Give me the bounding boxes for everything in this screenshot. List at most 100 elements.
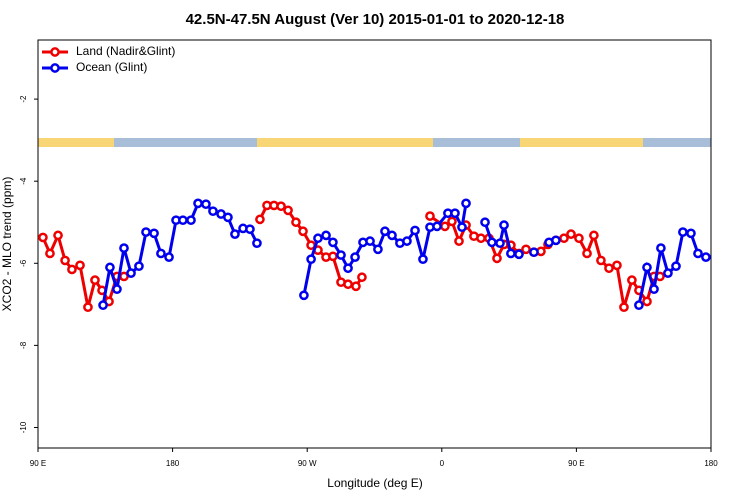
point <box>663 268 673 278</box>
point <box>60 255 70 266</box>
point <box>410 225 420 236</box>
x-tick-label: 180 <box>166 459 180 468</box>
point <box>255 214 265 225</box>
point <box>678 227 688 237</box>
y-tick-label: -2 <box>19 95 28 103</box>
point <box>313 233 323 244</box>
x-tick-label: 90 W <box>298 459 317 468</box>
point <box>298 226 308 237</box>
x-tick-label: 90 E <box>568 459 584 468</box>
point <box>402 236 412 246</box>
point <box>53 230 63 241</box>
point <box>551 235 561 246</box>
point <box>223 212 233 223</box>
point <box>75 260 85 271</box>
point <box>589 230 599 241</box>
y-tick-label: -8 <box>19 341 28 349</box>
x-axis-label: Longitude (deg E) <box>327 476 422 490</box>
point <box>447 216 457 227</box>
point <box>245 224 255 235</box>
point <box>634 300 644 311</box>
point <box>457 222 467 233</box>
point <box>230 229 240 239</box>
point <box>596 255 606 266</box>
point <box>283 205 293 216</box>
y-tick-label: -10 <box>19 421 28 433</box>
point <box>440 221 450 232</box>
y-axis-label: XCO2 - MLO trend (ppm) <box>0 177 14 312</box>
point <box>252 238 262 249</box>
point <box>98 300 108 311</box>
point <box>693 248 703 259</box>
point <box>112 284 122 295</box>
point <box>67 264 77 275</box>
y-tick-label: -4 <box>19 177 28 185</box>
point <box>201 199 211 210</box>
point <box>328 237 338 248</box>
point <box>529 247 539 258</box>
legend-label: Ocean (Glint) <box>76 60 147 74</box>
point <box>306 254 316 265</box>
point <box>461 198 471 209</box>
point <box>432 221 442 232</box>
point <box>566 229 576 239</box>
point <box>454 236 464 246</box>
point <box>619 302 629 313</box>
point <box>119 243 129 253</box>
point <box>328 251 338 262</box>
point <box>487 237 497 248</box>
point <box>299 290 309 301</box>
point <box>499 220 509 230</box>
point <box>373 244 383 255</box>
point <box>357 272 367 283</box>
point <box>686 228 696 239</box>
point <box>476 233 486 244</box>
point <box>418 254 428 265</box>
point <box>351 281 361 292</box>
legend-label: Land (Nadir&Glint) <box>76 44 175 58</box>
legend-marker <box>50 47 60 57</box>
point <box>105 262 115 273</box>
point <box>83 302 93 313</box>
point <box>38 232 48 243</box>
x-tick-label: 90 E <box>30 459 46 468</box>
land-mask-strip <box>38 138 711 147</box>
point <box>604 263 614 274</box>
point <box>336 250 346 260</box>
point <box>164 252 174 262</box>
point <box>387 230 397 241</box>
y-tick-label: -6 <box>19 259 28 267</box>
point <box>574 233 584 244</box>
point <box>425 211 435 221</box>
point <box>506 248 516 259</box>
point <box>90 275 100 285</box>
point <box>582 248 592 259</box>
point <box>365 236 375 246</box>
point <box>701 252 711 262</box>
point <box>642 262 652 273</box>
point <box>343 263 353 274</box>
point <box>343 279 353 290</box>
point <box>492 253 502 264</box>
chart-title: 42.5N-47.5N August (Ver 10) 2015-01-01 t… <box>186 11 565 28</box>
point <box>134 261 144 272</box>
point <box>642 296 652 307</box>
point <box>45 248 55 259</box>
point <box>178 215 188 226</box>
point <box>514 249 524 260</box>
point <box>186 215 196 226</box>
point <box>141 227 151 237</box>
point <box>126 268 136 278</box>
point <box>656 243 666 253</box>
point <box>350 252 360 262</box>
point <box>276 201 286 212</box>
x-tick-label: 180 <box>704 459 718 468</box>
point <box>291 217 301 228</box>
point <box>208 206 218 217</box>
point <box>559 233 569 244</box>
point <box>649 284 659 295</box>
legend-marker <box>50 63 60 73</box>
point <box>612 260 622 271</box>
point <box>495 238 505 249</box>
